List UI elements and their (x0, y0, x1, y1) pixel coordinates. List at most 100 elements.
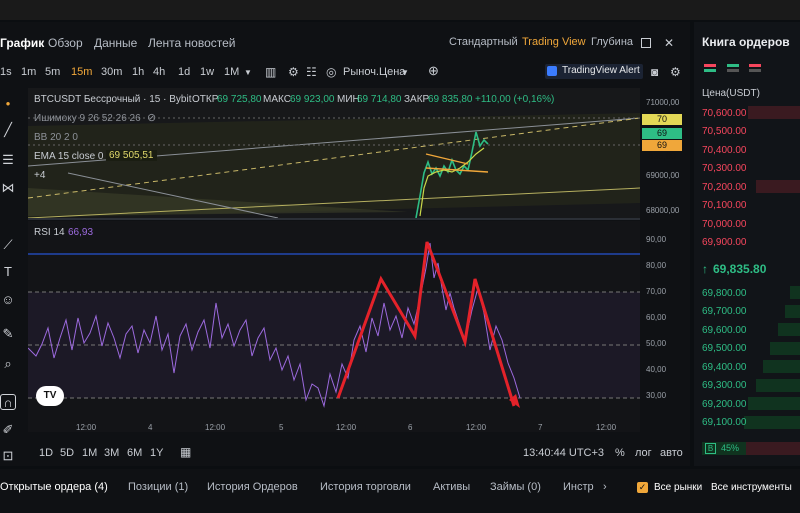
tradingview-alert-button[interactable]: TradingView Alert (545, 64, 643, 79)
bid-price[interactable]: 69,600.00 (702, 325, 747, 336)
text-icon[interactable]: T (4, 264, 12, 279)
calendar-icon[interactable]: ▦ (180, 445, 192, 459)
tab-assets[interactable]: Активы (433, 481, 471, 493)
bottom-bar (0, 469, 800, 513)
timeframe-1h[interactable]: 1h (132, 66, 145, 78)
legend-symbol[interactable]: BTCUSDT Бессрочный · 15 · Bybit (34, 94, 192, 105)
ask-price[interactable]: 70,200.00 (702, 182, 747, 193)
range-3m[interactable]: 3M (104, 447, 120, 459)
range-1m[interactable]: 1M (82, 447, 98, 459)
tab-open-orders[interactable]: Открытые ордера (4) (0, 481, 108, 493)
chevron-down-icon[interactable]: ▼ (244, 68, 252, 77)
tab-positions[interactable]: Позиции (1) (128, 481, 189, 493)
target-icon[interactable]: ◎ (326, 65, 337, 79)
range-5d[interactable]: 5D (60, 447, 75, 459)
emoji-icon[interactable]: ☺ (1, 292, 15, 307)
percent-toggle[interactable]: % (615, 447, 625, 459)
legend-more[interactable]: +4 (34, 170, 46, 181)
tab-chart[interactable]: График (0, 36, 45, 50)
orderbook-bids-icon[interactable] (727, 64, 739, 72)
log-toggle[interactable]: лог (635, 447, 652, 459)
price-axis-label: 69000,00 (646, 171, 680, 180)
ask-price[interactable]: 70,000.00 (702, 219, 747, 230)
last-price-arrow: ↑ (702, 262, 708, 276)
tab-tools[interactable]: Инстр (563, 481, 594, 493)
auto-toggle[interactable]: авто (660, 447, 683, 459)
horizontal-lines-icon[interactable]: ☰ (2, 152, 14, 167)
timeframe-1d[interactable]: 1d (178, 66, 191, 78)
annotation-zigzag (336, 241, 516, 407)
chevron-right-icon[interactable]: › (603, 481, 607, 493)
settings-icon[interactable]: ☷ (306, 65, 317, 79)
orderbook-asks-icon[interactable] (749, 64, 761, 72)
view-tradingview[interactable]: Trading View (522, 36, 586, 48)
tab-overview[interactable]: Обзор (48, 36, 83, 50)
bid-price[interactable]: 69,500.00 (702, 343, 747, 354)
timeframe-1M[interactable]: 1M (224, 66, 240, 78)
all-instruments-label[interactable]: Все инструменты (711, 482, 792, 493)
legend-ema[interactable]: EMA 15 close 0 (34, 151, 104, 162)
price-axis-label: 68000,00 (646, 206, 680, 215)
legend-bb[interactable]: BB 20 2 0 (34, 132, 78, 143)
path-icon[interactable]: ⟋ (3, 237, 13, 252)
trend-line-icon[interactable]: ╱ (4, 122, 12, 137)
bid-price[interactable]: 69,800.00 (702, 288, 747, 299)
checkbox-icon[interactable]: ✓ (637, 482, 648, 493)
bid-price[interactable]: 69,400.00 (702, 362, 747, 373)
triangle-upper (425, 153, 469, 165)
tab-order-history[interactable]: История Ордеров (207, 481, 298, 493)
ask-price[interactable]: 70,400.00 (702, 145, 747, 156)
add-icon[interactable]: ⊕ (428, 63, 439, 78)
fullscreen-icon[interactable] (641, 38, 651, 48)
timeframe-1m[interactable]: 1m (21, 66, 37, 78)
lock-icon[interactable]: ⊡ (2, 448, 14, 463)
timeframe-5m[interactable]: 5m (45, 66, 61, 78)
price-type-select[interactable]: Рыноч.Цена (343, 66, 406, 78)
magnet-icon[interactable]: ∩ (0, 394, 16, 410)
camera-icon[interactable]: ◙ (651, 65, 659, 79)
ask-price[interactable]: 70,100.00 (702, 200, 747, 211)
ruler-icon[interactable]: ✎ (2, 326, 14, 341)
range-1d[interactable]: 1D (39, 447, 54, 459)
rsi-line (28, 242, 521, 408)
range-6m[interactable]: 6M (127, 447, 143, 459)
ask-price[interactable]: 70,500.00 (702, 126, 747, 137)
indicators-icon[interactable]: ⚙ (288, 65, 299, 79)
tab-trade-history[interactable]: История торговли (320, 481, 411, 493)
timeframe-30m[interactable]: 30m (101, 66, 123, 78)
timeframe-15m[interactable]: 15m (71, 66, 93, 78)
timeframe-4h[interactable]: 4h (153, 66, 166, 78)
legend-ichimoku[interactable]: Ишимоку 9 26 52 26 26 (34, 113, 141, 124)
view-standard[interactable]: Стандартный (449, 36, 518, 48)
settings-gear-icon[interactable]: ⚙ (670, 65, 681, 79)
range-1y[interactable]: 1Y (150, 447, 164, 459)
ask-price[interactable]: 70,600.00 (702, 108, 747, 119)
pattern-icon[interactable]: ⋈ (1, 180, 15, 195)
bid-price[interactable]: 69,700.00 (702, 306, 747, 317)
legend-rsi[interactable]: RSI 14 (34, 227, 65, 238)
chevron-down-icon[interactable]: ▼ (401, 68, 409, 77)
lock-drawing-icon[interactable]: ✐ (2, 422, 14, 437)
view-depth[interactable]: Глубина (591, 36, 634, 48)
tab-data[interactable]: Данные (94, 36, 138, 50)
clock[interactable]: 13:40:44 UTC+3 (523, 447, 605, 459)
alert-icon (547, 66, 557, 76)
bid-price[interactable]: 69,300.00 (702, 380, 747, 391)
orderbook-both-icon[interactable] (704, 64, 716, 72)
tab-loans[interactable]: Займы (0) (490, 481, 541, 493)
ask-price[interactable]: 69,900.00 (702, 237, 747, 248)
close-icon[interactable]: ✕ (664, 36, 675, 50)
zoom-icon[interactable]: ⌕ (4, 356, 12, 371)
candle-type-icon[interactable]: ▥ (265, 65, 277, 79)
hidden-eye-icon[interactable]: ⊘ (147, 112, 157, 124)
tab-news[interactable]: Лента новостей (148, 36, 236, 50)
timeframe-1w[interactable]: 1w (200, 66, 215, 78)
bid-price[interactable]: 69,100.00 (702, 417, 747, 428)
price-axis-label: 71000,00 (646, 98, 680, 107)
ask-price[interactable]: 70,300.00 (702, 163, 747, 174)
timeframe-1s[interactable]: 1s (0, 66, 12, 78)
price-chart[interactable] (28, 88, 640, 432)
bid-price[interactable]: 69,200.00 (702, 399, 747, 410)
senkou-line (28, 187, 640, 219)
dot-icon: ● (5, 99, 11, 108)
